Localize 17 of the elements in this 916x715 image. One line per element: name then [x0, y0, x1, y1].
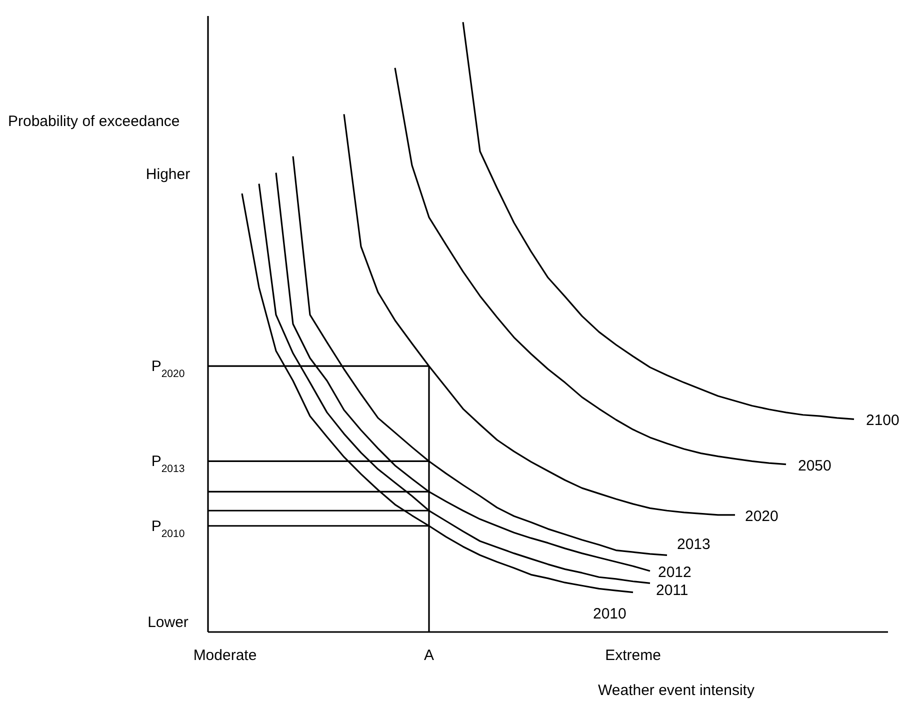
series-label: 2020 [745, 508, 778, 525]
text: Lower [146, 614, 190, 631]
x-tick-label: Moderate [193, 647, 257, 664]
text: Higher [144, 166, 192, 184]
ref-line-label: P$_{2013}$ [151, 453, 185, 476]
ref-line-label: P$_{2010}$ [151, 518, 185, 540]
y-axis-title: Probability of exceedance [8, 113, 180, 130]
x-axis-title: Weather event intensity [598, 682, 754, 699]
series-label: 2010 [593, 605, 626, 622]
series-label: 2050 [798, 457, 832, 474]
series-label: 2100 [866, 412, 900, 430]
x-tick-label: Extreme [605, 647, 661, 664]
series-label: 2013 [677, 536, 710, 554]
ref-line-label: P$_{2020}$ [151, 358, 185, 380]
x-tick-label: A [424, 647, 434, 664]
series-label: 2011 [656, 582, 688, 600]
series-label: 2012 [658, 564, 692, 582]
